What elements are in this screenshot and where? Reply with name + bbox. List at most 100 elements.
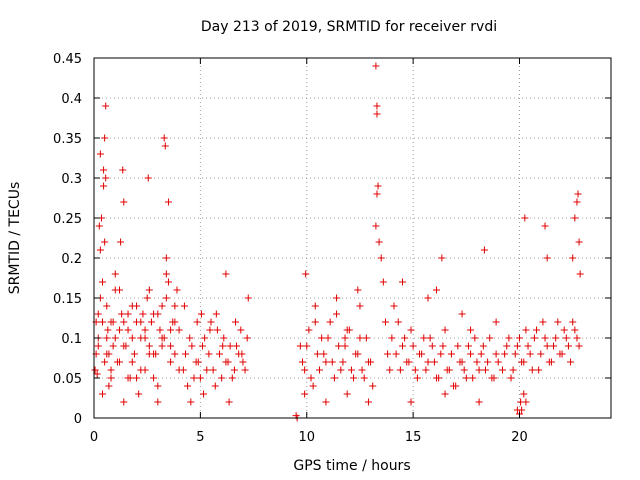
data-point	[124, 374, 132, 382]
data-point	[190, 374, 198, 382]
data-point	[422, 366, 430, 374]
data-point	[360, 374, 368, 382]
data-point	[207, 318, 215, 326]
data-point	[403, 358, 411, 366]
data-point	[124, 326, 132, 334]
data-point	[513, 342, 521, 350]
data-point	[384, 350, 392, 358]
data-point	[137, 318, 145, 326]
data-point	[439, 342, 447, 350]
data-point	[574, 190, 582, 198]
data-point	[569, 318, 577, 326]
data-point	[550, 342, 558, 350]
y-tick-label: 0.3	[61, 172, 82, 187]
data-point	[467, 326, 475, 334]
data-point	[521, 214, 529, 222]
data-point	[454, 342, 462, 350]
data-point	[505, 334, 513, 342]
data-point	[111, 334, 119, 342]
data-point	[101, 358, 109, 366]
data-point	[477, 350, 485, 358]
data-point	[164, 198, 172, 206]
data-point	[324, 334, 332, 342]
data-point	[511, 350, 519, 358]
data-point	[369, 382, 377, 390]
x-tick-label: 5	[196, 430, 204, 445]
data-point	[105, 382, 113, 390]
data-point	[218, 374, 226, 382]
y-tick-label: 0.15	[53, 292, 82, 307]
data-point	[244, 294, 252, 302]
data-point	[460, 366, 468, 374]
data-point	[554, 318, 562, 326]
data-point	[188, 342, 196, 350]
data-point	[193, 318, 201, 326]
data-point	[233, 342, 241, 350]
data-point	[205, 350, 213, 358]
data-point	[398, 278, 406, 286]
data-point	[158, 342, 166, 350]
data-point	[96, 150, 104, 158]
data-point	[473, 358, 481, 366]
data-point	[128, 334, 136, 342]
data-point	[411, 366, 419, 374]
data-point	[467, 350, 475, 358]
data-point	[220, 334, 228, 342]
data-point	[154, 310, 162, 318]
data-point	[433, 286, 441, 294]
data-point	[135, 390, 143, 398]
data-point	[197, 310, 205, 318]
data-point	[147, 318, 155, 326]
data-point	[154, 398, 162, 406]
data-point	[481, 366, 489, 374]
data-point	[484, 358, 492, 366]
data-point	[420, 334, 428, 342]
data-point	[117, 238, 125, 246]
y-tick-label: 0	[74, 412, 82, 427]
data-point	[494, 358, 502, 366]
data-point	[209, 366, 217, 374]
data-point	[162, 270, 170, 278]
data-point	[462, 374, 470, 382]
data-point	[133, 302, 141, 310]
data-point	[469, 374, 477, 382]
data-point	[120, 198, 128, 206]
data-point	[241, 366, 249, 374]
data-point	[398, 342, 406, 350]
data-point	[301, 366, 309, 374]
data-point	[239, 358, 247, 366]
data-point	[181, 350, 189, 358]
data-point	[528, 366, 536, 374]
data-point	[95, 222, 103, 230]
plot-frame	[93, 57, 612, 419]
data-point	[111, 270, 119, 278]
data-point	[224, 358, 232, 366]
data-point	[567, 358, 575, 366]
data-point	[158, 334, 166, 342]
data-point	[339, 358, 347, 366]
data-point	[156, 326, 164, 334]
data-point	[471, 334, 479, 342]
data-point	[372, 222, 380, 230]
data-point	[158, 302, 166, 310]
x-axis-ticks: 0 5 10 15 20	[90, 58, 528, 445]
data-point	[541, 222, 549, 230]
data-point	[118, 310, 126, 318]
data-point	[206, 326, 214, 334]
data-point	[101, 238, 109, 246]
data-point	[458, 310, 466, 318]
data-point	[145, 286, 153, 294]
data-point	[199, 342, 207, 350]
data-point	[518, 358, 526, 366]
data-point	[516, 334, 524, 342]
data-point	[571, 214, 579, 222]
data-point	[171, 318, 179, 326]
data-point	[322, 398, 330, 406]
data-point	[133, 374, 141, 382]
data-point	[541, 334, 549, 342]
data-point	[388, 334, 396, 342]
data-point	[401, 334, 409, 342]
data-point	[509, 366, 517, 374]
data-point	[107, 366, 115, 374]
